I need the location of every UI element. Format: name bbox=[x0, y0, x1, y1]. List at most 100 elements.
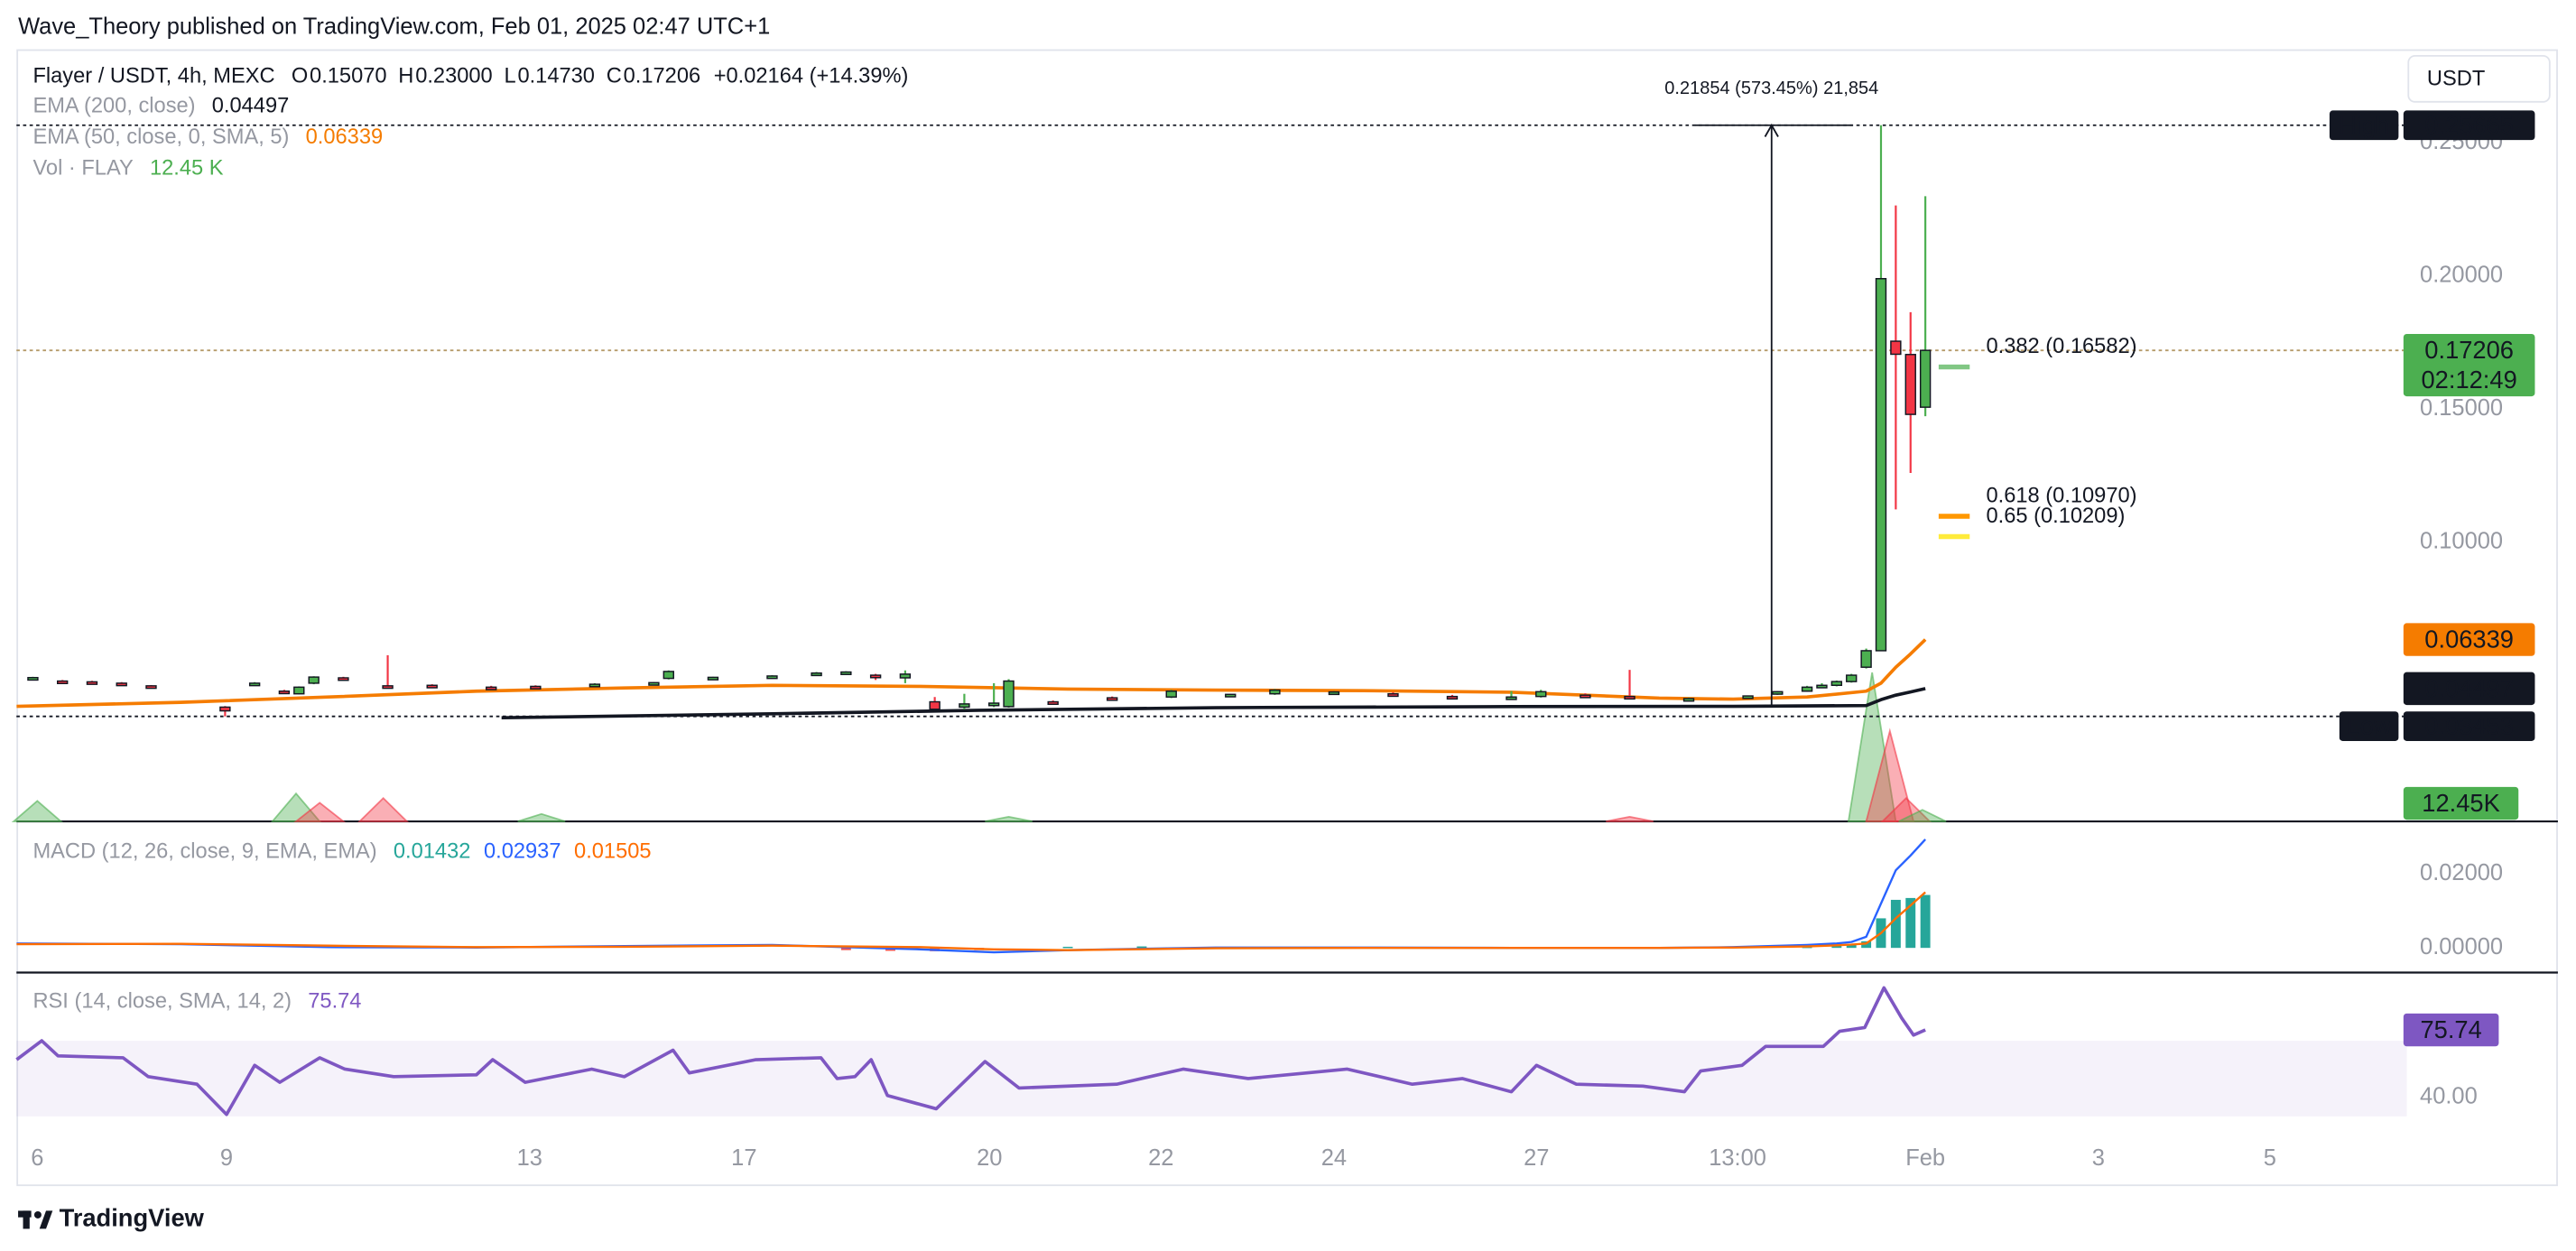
rsi-band bbox=[16, 1041, 2407, 1117]
legend-item: EMA (50, close, 0, SMA, 5) bbox=[32, 125, 289, 149]
y-tick-label: 0.15000 bbox=[2420, 395, 2503, 421]
candle-body bbox=[840, 671, 852, 675]
candle-body bbox=[1506, 696, 1517, 700]
last-price-box bbox=[2403, 333, 2535, 397]
candle-body bbox=[1225, 693, 1237, 698]
macd-histogram-bar bbox=[840, 948, 851, 950]
fib-label: 0.65 (0.10209) bbox=[1986, 505, 2125, 528]
volume-area bbox=[1606, 815, 1654, 822]
candle-body bbox=[766, 675, 778, 680]
candle-body bbox=[1535, 690, 1547, 698]
legend: MACD (12, 26, close, 9, EMA, EMA) 0.01432… bbox=[32, 840, 651, 864]
legend-item: 0.01432 bbox=[394, 840, 471, 864]
low-label-text: 0.03453 bbox=[2424, 712, 2514, 740]
candle-body bbox=[278, 690, 291, 695]
brand-logo bbox=[18, 1210, 53, 1229]
volume-label-text: 12.45K bbox=[2422, 789, 2500, 817]
candle-body bbox=[707, 676, 719, 681]
candle-body bbox=[1742, 695, 1754, 700]
legend-item: 0.17206 bbox=[624, 65, 701, 88]
legend-item: 0.14730 bbox=[517, 65, 595, 88]
legend-item: MACD (12, 26, close, 9, EMA, EMA) bbox=[32, 840, 376, 864]
fib-label: 0.618 (0.10970) bbox=[1986, 484, 2136, 507]
last-price-text: 0.17206 bbox=[2424, 336, 2514, 364]
high-label-text: 0.25665 bbox=[2424, 111, 2514, 139]
measure-arrow bbox=[1764, 123, 1779, 137]
fib-label: 0.382 (0.16582) bbox=[1986, 335, 2136, 358]
legend: Vol · FLAY 12.45 K bbox=[32, 157, 223, 181]
macd-histogram-bar bbox=[1861, 941, 1872, 949]
ema200-label-text: 0.04497 bbox=[2424, 674, 2514, 702]
x-tick-label: 24 bbox=[1321, 1145, 1347, 1171]
candle-body bbox=[1328, 690, 1340, 696]
x-tick-label: 5 bbox=[2264, 1145, 2276, 1171]
x-tick-label: 13 bbox=[517, 1145, 542, 1171]
candle-body bbox=[1875, 278, 1887, 652]
y-tick-label: 0.02000 bbox=[2420, 860, 2503, 885]
candle-body bbox=[57, 680, 69, 685]
legend-item: 0.04497 bbox=[212, 95, 290, 118]
candle-body bbox=[1446, 695, 1459, 700]
legend-item: 0.06339 bbox=[306, 125, 384, 149]
legend-item: +0.02164 (+14.39%) bbox=[714, 65, 909, 88]
candle-body bbox=[1107, 697, 1118, 701]
brand-name: TradingView bbox=[60, 1204, 205, 1232]
macd-histogram-bar bbox=[1905, 897, 1916, 949]
candle-body bbox=[27, 676, 39, 681]
candle-body bbox=[1387, 692, 1399, 698]
y-tick-label: 40.00 bbox=[2420, 1084, 2478, 1109]
rsi-label-box bbox=[2403, 1013, 2499, 1047]
x-tick-label: 13:00 bbox=[1709, 1145, 1766, 1171]
candle-body bbox=[1624, 695, 1635, 700]
x-tick-label: 22 bbox=[1148, 1145, 1173, 1171]
legend-item: 0.01505 bbox=[574, 840, 652, 864]
candle-body bbox=[1904, 354, 1916, 415]
candle-body bbox=[219, 706, 231, 712]
candle-body bbox=[338, 677, 349, 681]
legend-item: 0.02937 bbox=[484, 840, 561, 864]
legend: Flayer / USDT, 4h, MEXC O 0.15070 H 0.23000 L… bbox=[32, 65, 908, 88]
x-tick-label: 6 bbox=[31, 1145, 43, 1171]
legend-item: L bbox=[504, 65, 515, 88]
currency-label[interactable]: USDT bbox=[2427, 68, 2485, 91]
candle-body bbox=[1269, 689, 1281, 695]
candle-body bbox=[869, 674, 882, 679]
volume-area bbox=[517, 812, 566, 822]
candle-body bbox=[530, 685, 542, 690]
ema200-label-box bbox=[2403, 672, 2535, 706]
volume-area bbox=[1898, 809, 1947, 822]
volume-area bbox=[985, 815, 1033, 822]
legend-item: C bbox=[607, 65, 622, 88]
x-tick-label: 27 bbox=[1524, 1145, 1549, 1171]
legend-item: 12.45 K bbox=[150, 157, 224, 181]
x-tick-label: 9 bbox=[220, 1145, 233, 1171]
candle-body bbox=[1830, 681, 1843, 686]
legend-item: Vol · FLAY bbox=[32, 157, 134, 181]
y-tick-label: 0.00000 bbox=[2420, 934, 2503, 959]
currency-button[interactable] bbox=[2407, 54, 2551, 103]
x-tick-label: 3 bbox=[2092, 1145, 2105, 1171]
ema-line bbox=[501, 687, 1926, 720]
y-tick-label: 0.20000 bbox=[2420, 263, 2503, 288]
legend-item: 75.74 bbox=[308, 990, 361, 1014]
legend-item: H bbox=[398, 65, 413, 88]
candle-body bbox=[1816, 684, 1828, 689]
candle-body bbox=[588, 683, 601, 688]
candle-body bbox=[308, 676, 320, 684]
candle-body bbox=[486, 686, 497, 690]
legend-item: Flayer / USDT, 4h, MEXC bbox=[32, 65, 274, 88]
legend-item: RSI (14, close, SMA, 14, 2) bbox=[32, 990, 292, 1014]
low-name-box bbox=[2339, 711, 2399, 741]
volume-area bbox=[293, 802, 347, 822]
legend-item: 0.23000 bbox=[415, 65, 493, 88]
candle-body bbox=[1860, 650, 1872, 668]
candle-body bbox=[1580, 694, 1591, 699]
candle-body bbox=[1772, 690, 1784, 695]
macd-histogram-bar bbox=[1062, 946, 1073, 949]
candle-body bbox=[426, 684, 438, 689]
candle-body bbox=[86, 681, 98, 685]
legend-item: O bbox=[292, 65, 308, 88]
